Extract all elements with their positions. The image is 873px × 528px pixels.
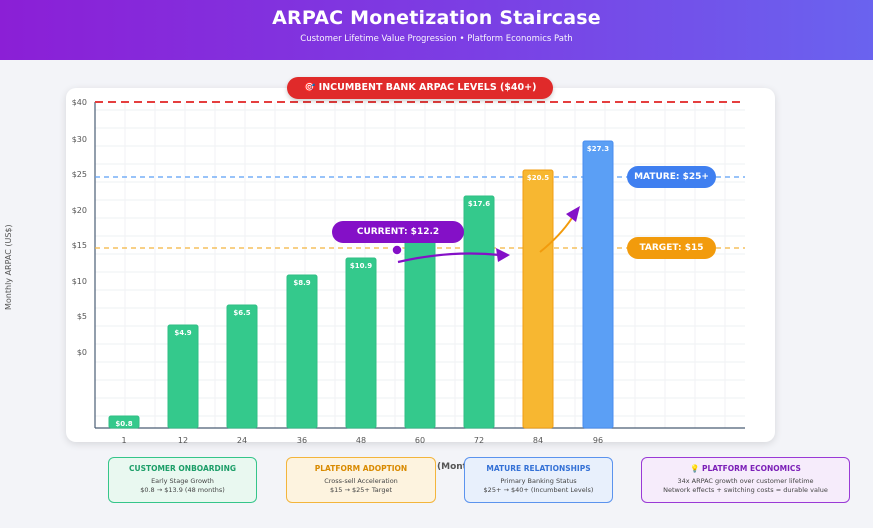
info-box-line: $25+ → $40+ (Incumbent Levels) [483,486,594,494]
info-box-title: CUSTOMER ONBOARDING [128,464,237,473]
x-tick-label: 36 [297,436,307,445]
bar [108,415,140,429]
info-box-line: Primary Banking Status [500,477,577,485]
y-tick-label: $10 [72,277,87,286]
incumbent-label: 🎯 INCUMBENT BANK ARPAC LEVELS ($40+) [287,77,553,99]
bar-value-label: $27.3 [587,145,609,153]
x-tick-label: 12 [178,436,188,445]
info-box-mature: MATURE RELATIONSHIPS Primary Banking Sta… [464,457,613,503]
info-box-onboarding: CUSTOMER ONBOARDING Early Stage Growth $… [108,457,257,503]
bar [522,169,554,429]
current-arrow [397,252,501,264]
target-arrow [539,217,573,253]
y-tick-label: $5 [77,312,87,321]
mature-label: MATURE: $25+ [627,166,716,188]
axis-layer: $0 $5 $10 $15 $20 $25 $30 $40 1 12 24 36 48 60 72 84 96 [72,98,745,445]
current-label: CURRENT: $12.2 [332,221,464,243]
info-box-line: Early Stage Growth [151,477,214,485]
bar-value-label: $8.9 [293,279,310,287]
info-box-title: MATURE RELATIONSHIPS [486,464,591,473]
current-arrowhead [496,248,510,262]
target-label: TARGET: $15 [627,237,716,259]
x-axis-title: (Mont [437,462,467,472]
bar [167,324,199,429]
bar [226,304,258,429]
bar-value-label: $0.8 [115,420,132,428]
x-tick-label: 48 [356,436,366,445]
info-box-line: 34x ARPAC growth over customer lifetime [677,477,814,485]
x-tick-label: 60 [415,436,425,445]
arrow-layer [391,206,580,264]
info-box-line: Cross-sell Acceleration [324,477,398,485]
chart-title: ARPAC Monetization Staircase [272,7,601,29]
y-axis-title: Monthly ARPAC (US$) [4,224,13,310]
y-tick-label: $15 [72,241,87,250]
info-box-title: PLATFORM ADOPTION [314,464,408,473]
info-box-line: $0.8 → $13.9 (48 months) [140,486,225,494]
bar-value-label: $17.6 [468,200,490,208]
bar [582,140,614,429]
info-box-economics: 💡 PLATFORM ECONOMICS 34x ARPAC growth ov… [641,457,850,503]
bar-value-label: $20.5 [527,174,549,182]
y-tick-label: $25 [72,170,87,179]
info-box-line: $15 → $25+ Target [329,486,392,494]
x-tick-label: 96 [593,436,603,445]
bar [286,274,318,429]
x-tick-label: 24 [237,436,247,445]
y-tick-label: $30 [72,135,87,144]
chart-header: ARPAC Monetization Staircase Customer Li… [0,0,873,60]
bar-value-label: $10.9 [350,262,372,270]
info-box-line: Network effects + switching costs = dura… [663,486,828,494]
current-marker [391,244,403,256]
x-tick-label: 72 [474,436,484,445]
y-tick-label: $20 [72,206,87,215]
bar-value-label: $4.9 [174,329,191,337]
bar [345,257,377,429]
bar-value-label: $6.5 [233,309,250,317]
target-arrowhead [566,206,580,222]
y-tick-label: $40 [72,98,87,107]
x-tick-label: 1 [121,436,126,445]
chart-subtitle: Customer Lifetime Value Progression • Pl… [300,34,573,44]
y-tick-label: $0 [77,348,87,357]
info-box-title: 💡 PLATFORM ECONOMICS [690,464,801,473]
info-box-adoption: PLATFORM ADOPTION Cross-sell Acceleratio… [286,457,436,503]
x-tick-label: 84 [533,436,543,445]
bar [463,195,495,429]
